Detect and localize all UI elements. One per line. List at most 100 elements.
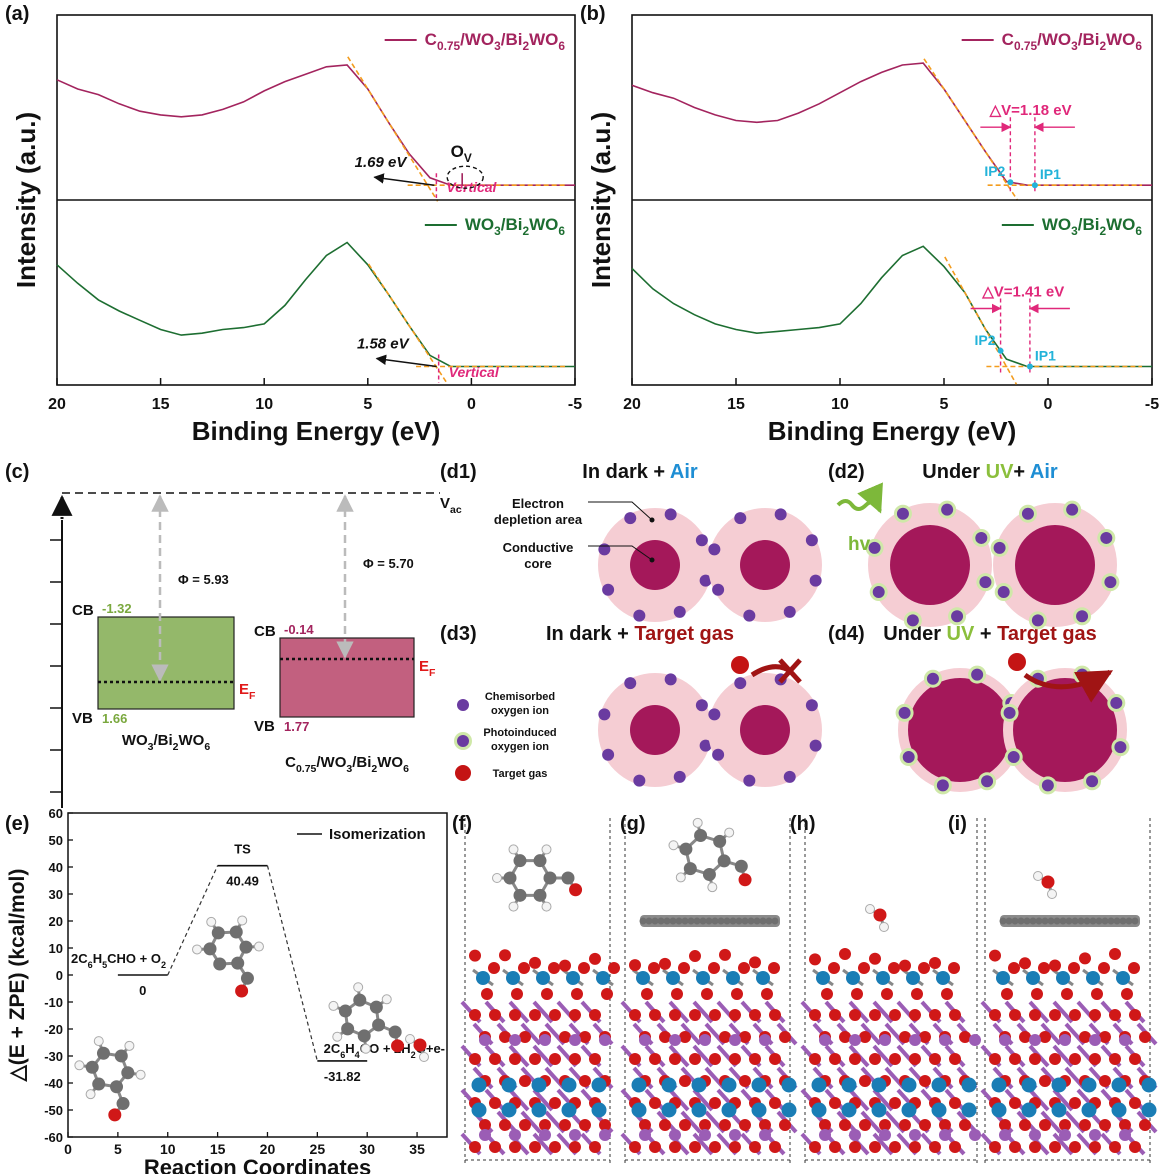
o-atom bbox=[541, 988, 553, 1000]
oxygen-ion bbox=[1007, 751, 1020, 764]
o-atom bbox=[889, 1141, 901, 1153]
ip-label: IP1 bbox=[1040, 166, 1061, 182]
atom bbox=[873, 908, 887, 922]
graphene-atom bbox=[693, 917, 701, 925]
o-atom bbox=[679, 1119, 691, 1131]
w-atom bbox=[811, 1077, 827, 1093]
o-atom bbox=[719, 948, 731, 961]
o-atom bbox=[529, 1053, 541, 1065]
graphene-atom bbox=[1005, 917, 1013, 925]
o-atom bbox=[869, 952, 881, 965]
atom bbox=[237, 915, 248, 926]
o-atom bbox=[529, 1009, 541, 1021]
o-atom bbox=[959, 1119, 971, 1131]
o-atom bbox=[709, 1141, 721, 1153]
bi-atom bbox=[699, 1034, 711, 1046]
o-atom bbox=[548, 962, 560, 974]
o-atom bbox=[851, 988, 863, 1000]
band-box bbox=[97, 616, 235, 710]
callout-dot bbox=[649, 517, 655, 523]
o-atom bbox=[919, 1075, 931, 1087]
w-atom bbox=[961, 1102, 977, 1118]
o-atom bbox=[829, 1053, 841, 1065]
legend-ion bbox=[457, 735, 469, 747]
oxygen-ion bbox=[1003, 706, 1016, 719]
graphene-atom bbox=[1053, 917, 1061, 925]
y-tick-label: -50 bbox=[44, 1103, 63, 1118]
conductive-core bbox=[1013, 678, 1117, 782]
o-atom bbox=[1129, 1141, 1141, 1153]
atom bbox=[391, 1039, 405, 1053]
oxygen-ion bbox=[898, 706, 911, 719]
y-axis-label: Intensity (a.u.) bbox=[11, 112, 41, 288]
w-atom bbox=[1056, 971, 1070, 985]
o-atom bbox=[769, 1141, 781, 1153]
o-atom bbox=[859, 1075, 871, 1087]
connector bbox=[167, 865, 219, 976]
vacuum-label: Vac bbox=[440, 495, 462, 516]
o-atom bbox=[1068, 962, 1080, 974]
oxygen-ion bbox=[981, 775, 994, 788]
oxygen-ion bbox=[598, 708, 611, 721]
atom bbox=[235, 984, 249, 998]
atom bbox=[694, 828, 708, 842]
oxygen-ion bbox=[906, 614, 919, 627]
atom bbox=[381, 994, 392, 1005]
o-atom bbox=[469, 1141, 481, 1153]
panel-label: (c) bbox=[5, 461, 29, 483]
state-label: 2C6H5CHO + O2 bbox=[71, 951, 166, 970]
w-atom bbox=[1051, 1102, 1067, 1118]
o-atom bbox=[879, 1119, 891, 1131]
graphene-atom bbox=[645, 917, 653, 925]
o-atom bbox=[641, 988, 653, 1000]
o-atom bbox=[529, 956, 541, 969]
atom bbox=[332, 1031, 343, 1042]
bi-atom bbox=[849, 1034, 861, 1046]
graphene-atom bbox=[1065, 917, 1073, 925]
w-atom bbox=[936, 971, 950, 985]
o-atom bbox=[1009, 1097, 1021, 1109]
atom bbox=[543, 871, 557, 885]
graphene-atom bbox=[1077, 917, 1085, 925]
o-atom bbox=[749, 1053, 761, 1065]
callout-line bbox=[588, 501, 653, 521]
o-atom bbox=[1039, 1119, 1051, 1131]
o-atom bbox=[918, 962, 930, 974]
oxygen-ion bbox=[936, 779, 949, 792]
o-atom bbox=[839, 1031, 851, 1043]
graphene-atom bbox=[1083, 917, 1091, 925]
spectrum-line bbox=[56, 241, 575, 368]
o-atom bbox=[509, 1053, 521, 1065]
o-atom bbox=[989, 1009, 1001, 1021]
w-atom bbox=[1021, 1077, 1037, 1093]
graphene-atom bbox=[1101, 917, 1109, 925]
bi-atom bbox=[1089, 1034, 1101, 1046]
oxygen-ion bbox=[1076, 610, 1089, 623]
bi-atom bbox=[539, 1129, 551, 1141]
o-atom bbox=[1129, 1009, 1141, 1021]
bi-atom bbox=[1029, 1129, 1041, 1141]
x-tick-label: 0 bbox=[64, 1141, 72, 1157]
o-atom bbox=[909, 1009, 921, 1021]
x-tick-label: -5 bbox=[568, 396, 582, 413]
oxygen-ion bbox=[783, 605, 796, 618]
o-atom bbox=[1008, 962, 1020, 974]
atom bbox=[124, 1040, 135, 1051]
atom bbox=[328, 1000, 339, 1011]
legend-label: Chemisorbed bbox=[485, 691, 555, 703]
o-atom bbox=[769, 1097, 781, 1109]
atom bbox=[360, 1043, 371, 1054]
w-atom bbox=[841, 1077, 857, 1093]
o-atom bbox=[1049, 959, 1061, 972]
atom bbox=[211, 926, 225, 940]
w-atom bbox=[1081, 1077, 1097, 1093]
o-atom bbox=[659, 1031, 671, 1043]
bi-bond bbox=[872, 1044, 894, 1068]
y-axis-label: Intensity (a.u.) bbox=[586, 112, 616, 288]
o-atom bbox=[929, 1009, 941, 1021]
value-label: 40.49 bbox=[226, 874, 259, 889]
ip-label: IP2 bbox=[975, 332, 996, 348]
o-atom bbox=[1038, 962, 1050, 974]
o-atom bbox=[1099, 1119, 1111, 1131]
w-atom bbox=[501, 1077, 517, 1093]
